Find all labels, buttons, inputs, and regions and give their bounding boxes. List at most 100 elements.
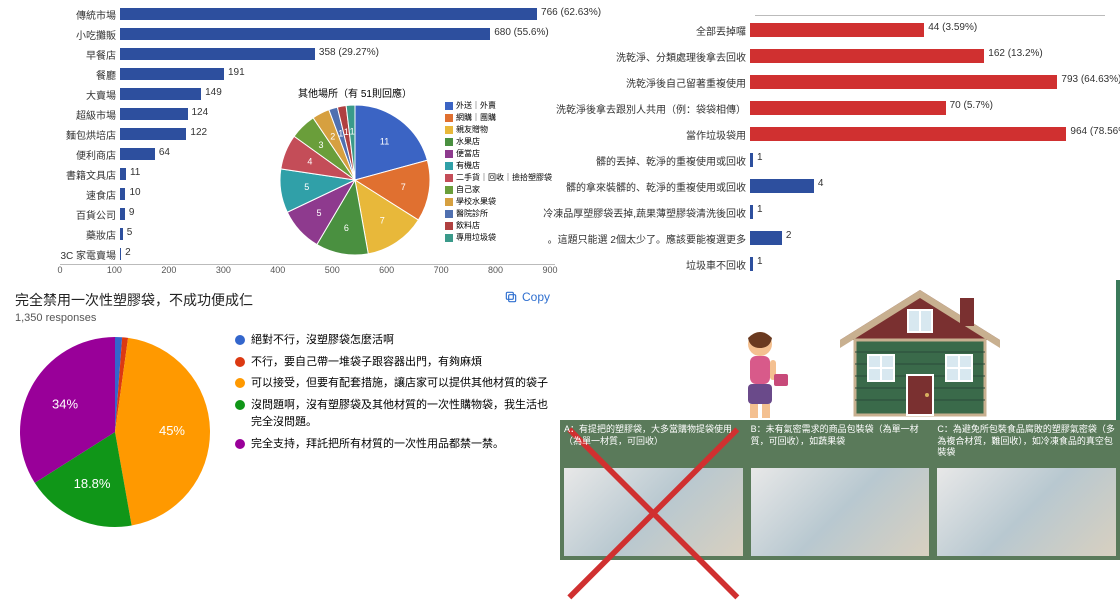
bar-value-label: 124	[192, 107, 209, 118]
bar-category-label: 洗乾淨、分類處理後拿去回收	[560, 49, 750, 64]
bar-value-label: 162 (13.2%)	[988, 48, 1042, 59]
bar	[120, 148, 155, 160]
bar-value-label: 9	[129, 207, 135, 218]
legend-item: 自己家	[445, 184, 552, 196]
bar-category-label: 髒的拿來裝髒的、乾淨的重複使用或回收	[560, 179, 750, 194]
legend-item: 學校水果袋	[445, 196, 552, 208]
bar	[750, 23, 924, 37]
bar	[120, 208, 125, 220]
bar-category-label: 洗乾淨後拿去跟別人共用（例：袋袋相傳）	[560, 101, 750, 116]
svg-text:1: 1	[344, 127, 349, 137]
bar-value-label: 191	[228, 67, 245, 78]
svg-text:1: 1	[350, 126, 355, 136]
bar-category-label: 當作垃圾袋用	[560, 127, 750, 142]
x-axis-top: 1101001000	[755, 2, 1105, 16]
bar	[750, 179, 814, 193]
chart-top-right: 1101001000 全部丟掉囉 44 (3.59%) 洗乾淨、分類處理後拿去回收 1…	[560, 0, 1120, 280]
legend-item: 網購｜團購	[445, 112, 552, 124]
info-card: A：有提把的塑膠袋，大多當購物提袋使用（為單一材質，可回收）	[560, 420, 747, 560]
bar-value-label: 793 (64.63%)	[1061, 74, 1120, 85]
bar-category-label: 垃圾車不回收	[560, 257, 750, 272]
bar-row: 傳統市場766 (62.63%)	[60, 5, 555, 23]
bar	[120, 108, 188, 120]
bar	[750, 153, 753, 167]
bar-category-label: 冷凍品厚塑膠袋丟掉,蔬果薄塑膠袋清洗後回收	[560, 205, 750, 220]
bar-value-label: 5	[127, 227, 133, 238]
svg-text:7: 7	[380, 215, 385, 225]
svg-text:4: 4	[307, 157, 312, 167]
bar	[750, 49, 984, 63]
card-text: C：為避免所包裝食品腐敗的塑膠氣密袋（多為複合材質，難回收），如冷凍食品的真空包…	[937, 424, 1116, 459]
pie-chart-other-places: 1177655432111	[275, 100, 435, 260]
bar-value-label: 964 (78.56%)	[1070, 126, 1120, 137]
legend-item: 醫院診所	[445, 208, 552, 220]
bar-category-label: 小吃攤販	[60, 27, 120, 42]
bar	[120, 248, 121, 260]
bar-category-label: 藥妝店	[60, 227, 120, 242]
bar-category-label: 大賣場	[60, 87, 120, 102]
bar-row: 早餐店 358 (29.27%)	[60, 45, 555, 63]
legend-item: 可以接受，但要有配套措施，讓店家可以提供其他材質的袋子	[235, 375, 550, 393]
bar-value-label: 70 (5.7%)	[950, 100, 993, 111]
svg-text:3: 3	[319, 140, 324, 150]
bar-category-label: 髒的丟掉、乾淨的重複使用或回收	[560, 153, 750, 168]
bar	[750, 231, 782, 245]
bar-category-label: 洗乾淨後自己留著重複使用	[560, 75, 750, 90]
svg-text:5: 5	[317, 208, 322, 218]
legend-item: 便當店	[445, 148, 552, 160]
info-card: B：未有氣密需求的商品包裝袋（為單一材質，可回收），如蔬果袋	[747, 420, 934, 560]
info-card: C：為避免所包裝食品腐敗的塑膠氣密袋（多為複合材質，難回收），如冷凍食品的真空包…	[933, 420, 1120, 560]
bar-value-label: 2	[786, 230, 792, 241]
legend-item: 完全支持，拜託把所有材質的一次性用品都禁一禁。	[235, 436, 550, 454]
copy-button[interactable]: Copy	[504, 290, 550, 304]
svg-text:18.8%: 18.8%	[74, 476, 111, 491]
bar-row: 垃圾車不回收 1	[560, 252, 1105, 276]
bar-row: 這題只能選 2個太少了。應該要能複選更多。2	[560, 226, 1105, 250]
bar	[120, 88, 201, 100]
bar-value-label: 122	[190, 127, 207, 138]
svg-text:5: 5	[304, 182, 309, 192]
bar-category-label: 麵包烘培店	[60, 127, 120, 142]
legend-item: 不行，要自己帶一堆袋子跟容器出門，有夠麻煩	[235, 354, 550, 372]
bar-value-label: 680 (55.6%)	[494, 27, 548, 38]
legend-item: 沒問題啊，沒有塑膠袋及其他材質的一次性購物袋，我生活也完全沒問題。	[235, 397, 550, 432]
bar-category-label: 傳統市場	[60, 7, 120, 22]
survey-pie-chart: 45%18.8%34%	[15, 332, 215, 532]
bar-category-label: 超級市場	[60, 107, 120, 122]
bar	[750, 205, 753, 219]
bar-row: 洗乾淨、分類處理後拿去回收 162 (13.2%)	[560, 44, 1105, 68]
bar-value-label: 44 (3.59%)	[928, 22, 977, 33]
chart-top-left: 傳統市場766 (62.63%) 小吃攤販 680 (55.6%) 早餐店 358 (2…	[0, 0, 560, 280]
bar	[120, 48, 315, 60]
legend-item: 二手貨｜回收｜撿拾塑膠袋	[445, 172, 552, 184]
bar-category-label: 百貨公司	[60, 207, 120, 222]
copy-icon	[504, 290, 518, 304]
svg-text:7: 7	[401, 182, 406, 192]
svg-text:11: 11	[380, 136, 389, 146]
bar-value-label: 358 (29.27%)	[319, 47, 379, 58]
card-text: A：有提把的塑膠袋，大多當購物提袋使用（為單一材質，可回收）	[564, 424, 743, 447]
bar-category-label: 早餐店	[60, 47, 120, 62]
svg-text:6: 6	[344, 223, 349, 233]
pie-legend: 外送｜外賣網購｜團購親友贈物水果店便當店有機店二手貨｜回收｜撿拾塑膠袋自己家學校…	[445, 100, 552, 244]
bar-category-label: 書籍文具店	[60, 167, 120, 182]
bar	[120, 68, 224, 80]
bar-category-label: 速食店	[60, 187, 120, 202]
bar	[750, 101, 946, 115]
bar-category-label: 全部丟掉囉	[560, 23, 750, 38]
bar-row: 髒的拿來裝髒的、乾淨的重複使用或回收 4	[560, 174, 1105, 198]
bar	[120, 228, 123, 240]
bar-row: 全部丟掉囉 44 (3.59%)	[560, 18, 1105, 42]
bar-category-label: 3C 家電賣場	[60, 247, 120, 262]
pie-title: 其他場所（有 51則回應）	[275, 85, 435, 100]
bar-row: 冷凍品厚塑膠袋丟掉,蔬果薄塑膠袋清洗後回收1	[560, 200, 1105, 224]
bar-value-label: 149	[205, 87, 222, 98]
bar	[750, 127, 1066, 141]
person-illustration	[730, 330, 790, 420]
house-illustration	[810, 280, 1030, 420]
bar	[750, 257, 753, 271]
bar-value-label: 1	[757, 256, 763, 267]
x-axis: 0100200300400500600700800900	[60, 264, 555, 278]
bar-value-label: 4	[818, 178, 824, 189]
bar-row: 餐廳191	[60, 65, 555, 83]
